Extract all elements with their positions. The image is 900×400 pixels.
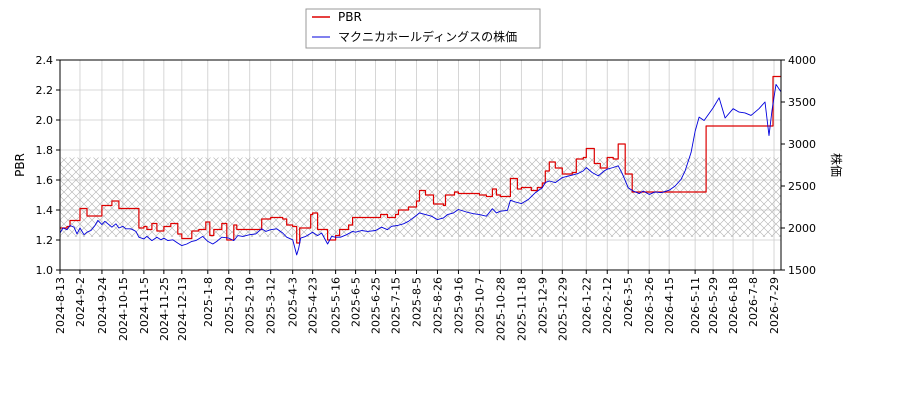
legend-box — [305, 8, 541, 49]
right-tick-label: 3500 — [788, 96, 816, 109]
legend: PBR マクニカホールディングスの株価 — [305, 8, 541, 49]
left-tick-label: 1.2 — [36, 234, 54, 247]
left-tick-label: 1.8 — [36, 144, 54, 157]
x-tick-label: 2025-8-26 — [431, 277, 444, 334]
right-tick-label: 4000 — [788, 54, 816, 67]
right-tick-label: 2500 — [788, 180, 816, 193]
x-tick-label: 2026-4-15 — [663, 277, 676, 334]
x-tick-label: 2025-12-9 — [536, 277, 549, 334]
legend-label-pbr: PBR — [338, 10, 362, 24]
x-tick-label: 2025-6-5 — [350, 277, 363, 327]
left-tick-label: 2.0 — [36, 114, 54, 127]
x-tick-label: 2025-4-3 — [287, 277, 300, 327]
x-tick-label: 2024-9-24 — [96, 277, 109, 334]
x-tick-label: 2026-7-29 — [768, 277, 781, 334]
left-axis: 1.0 1.2 1.4 1.6 1.8 2.0 2.2 2.4 — [36, 54, 60, 277]
x-tick-label: 2026-5-11 — [689, 277, 702, 334]
right-tick-label: 3000 — [788, 138, 816, 151]
x-tick-label: 2025-4-23 — [307, 277, 320, 334]
right-axis-label: 株価 — [829, 153, 844, 177]
x-tick-label: 2025-3-12 — [265, 277, 278, 334]
x-tick-label: 2025-1-8 — [202, 277, 215, 327]
x-tick-label: 2024-12-13 — [176, 277, 189, 341]
x-tick-label: 2025-1-29 — [223, 277, 236, 334]
left-tick-label: 1.4 — [36, 204, 54, 217]
x-tick-label: 2025-8-5 — [411, 277, 424, 327]
pbr-line — [60, 75, 781, 244]
left-tick-label: 2.4 — [36, 54, 54, 67]
left-tick-label: 1.6 — [36, 174, 54, 187]
x-tick-label: 2024-10-15 — [117, 277, 130, 341]
x-tick-label: 2025-10-7 — [473, 277, 486, 334]
x-tick-label: 2026-3-26 — [643, 277, 656, 334]
legend-label-price: マクニカホールディングスの株価 — [338, 29, 517, 44]
stock-price-line — [60, 83, 781, 256]
x-tick-label: 2024-11-5 — [138, 277, 151, 334]
x-tick-label: 2026-5-29 — [707, 277, 720, 334]
x-tick-label: 2025-11-18 — [515, 277, 528, 341]
x-tick-label: 2025-7-15 — [390, 277, 403, 334]
series-group — [60, 75, 781, 256]
x-axis: 2024-8-13 2024-9-2 2024-9-24 2024-10-15 2024… — [54, 270, 781, 341]
x-tick-label: 2026-3-5 — [622, 277, 635, 327]
hatched-band — [60, 157, 781, 237]
x-tick-label: 2025-9-16 — [452, 277, 465, 334]
x-tick-label: 2025-10-28 — [494, 277, 507, 341]
x-tick-label: 2026-7-8 — [747, 277, 760, 327]
left-tick-label: 1.0 — [36, 264, 54, 277]
left-axis-label: PBR — [13, 153, 27, 177]
left-tick-label: 2.2 — [36, 84, 54, 97]
x-tick-label: 2026-2-12 — [601, 277, 614, 334]
right-tick-label: 1500 — [788, 264, 816, 277]
x-tick-label: 2025-6-25 — [370, 277, 383, 334]
x-tick-label: 2025-5-16 — [330, 277, 343, 334]
x-tick-label: 2025-12-29 — [556, 277, 569, 341]
x-tick-label: 2024-9-2 — [74, 277, 87, 327]
x-tick-label: 2026-6-18 — [727, 277, 740, 334]
right-tick-label: 2000 — [788, 222, 816, 235]
x-tick-label: 2024-8-13 — [54, 277, 67, 334]
plot-frame — [59, 59, 782, 271]
x-tick-label: 2025-2-19 — [244, 277, 257, 334]
right-axis: 1500 2000 2500 3000 3500 4000 — [781, 54, 816, 277]
x-tick-label: 2026-1-22 — [580, 277, 593, 334]
x-tick-label: 2024-11-25 — [158, 277, 171, 341]
